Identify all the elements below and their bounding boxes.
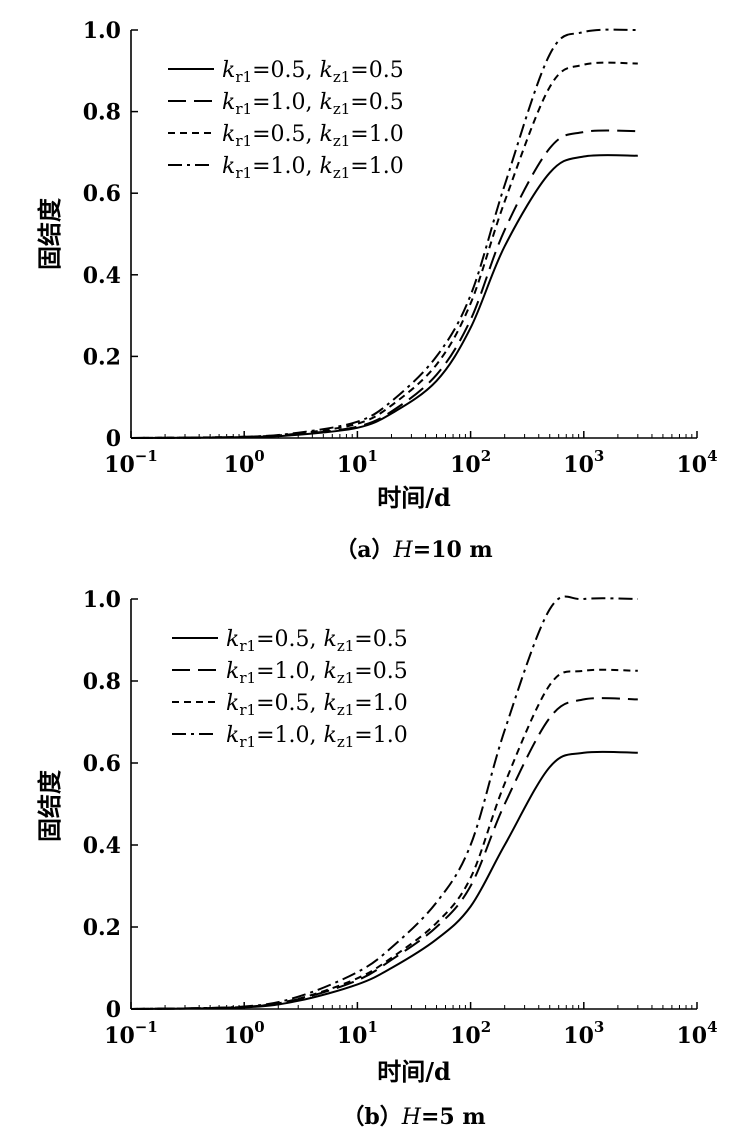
x-tick-label: 104 bbox=[676, 447, 717, 478]
y-tick-label: 0 bbox=[106, 997, 121, 1023]
chart-b-axes bbox=[130, 599, 697, 1010]
y-tick-label: 0.8 bbox=[83, 669, 121, 695]
x-tick-label: 100 bbox=[224, 1018, 265, 1049]
y-tick-label: 0.6 bbox=[83, 181, 121, 207]
x-axis-title: 时间/d bbox=[377, 1057, 451, 1086]
chart-b-svg: 10−1 100 101 102 103 104 0 0.2 0.4 0.6 0.8 1.0 kr1… bbox=[35, 587, 718, 1130]
y-tick-label: 1.0 bbox=[83, 587, 121, 613]
series-line-4 bbox=[130, 595, 638, 1010]
legend-label: kr1=1.0, kz1=0.5 bbox=[222, 90, 404, 118]
caption-prefix: （a） bbox=[335, 537, 393, 563]
y-tick-label: 0.2 bbox=[83, 915, 121, 941]
chart-panel-a: 10−1 100 101 102 103 104 0 0.2 0.4 0.6 0.8 1.0 kr1… bbox=[0, 0, 730, 568]
chart-b-xticks: 10−1 100 101 102 103 104 bbox=[104, 1002, 718, 1049]
legend-label: kr1=1.0, kz1=0.5 bbox=[226, 659, 408, 687]
chart-a-series bbox=[130, 28, 638, 439]
chart-b-yticks: 0 0.2 0.4 0.6 0.8 1.0 bbox=[83, 587, 138, 1023]
x-tick-label: 104 bbox=[676, 1018, 717, 1049]
chart-a-legend: kr1=0.5, kz1=0.5 kr1=1.0, kz1=0.5 kr1=0.5,… bbox=[168, 58, 404, 182]
chart-b-legend: kr1=0.5, kz1=0.5 kr1=1.0, kz1=0.5 kr1=0.5,… bbox=[172, 627, 408, 751]
x-tick-label: 101 bbox=[337, 447, 378, 478]
x-tick-label: 10−1 bbox=[104, 447, 158, 478]
legend-label: kr1=0.5, kz1=0.5 bbox=[226, 627, 408, 655]
y-tick-label: 0.2 bbox=[83, 344, 121, 370]
legend-label: kr1=0.5, kz1=1.0 bbox=[226, 691, 408, 719]
series-line-3 bbox=[130, 668, 638, 1010]
legend-label: kr1=1.0, kz1=1.0 bbox=[226, 723, 408, 751]
x-tick-label: 10−1 bbox=[104, 1018, 158, 1049]
caption-variable: H bbox=[401, 1105, 422, 1130]
x-tick-label: 102 bbox=[450, 1018, 491, 1049]
y-tick-label: 0.4 bbox=[83, 833, 121, 859]
chart-a-svg: 10−1 100 101 102 103 104 0 0.2 0.4 0.6 0.8 1.0 kr1… bbox=[35, 18, 718, 563]
y-tick-label: 0.4 bbox=[83, 263, 121, 289]
y-tick-label: 0.6 bbox=[83, 751, 121, 777]
x-tick-label: 101 bbox=[337, 1018, 378, 1049]
series-line-1 bbox=[130, 153, 638, 439]
series-line-2 bbox=[130, 697, 638, 1010]
y-tick-label: 0 bbox=[106, 426, 121, 452]
series-line-3 bbox=[130, 61, 638, 439]
chart-panel-b: 10−1 100 101 102 103 104 0 0.2 0.4 0.6 0.8 1.0 kr1… bbox=[0, 568, 730, 1136]
chart-a-axes bbox=[130, 30, 697, 439]
y-axis-title: 固结度 bbox=[35, 197, 64, 270]
chart-b-series bbox=[130, 595, 638, 1010]
y-tick-label: 0.8 bbox=[83, 100, 121, 126]
caption-value: =10 m bbox=[413, 537, 493, 563]
y-tick-label: 1.0 bbox=[83, 18, 121, 44]
chart-a-yticks: 0 0.2 0.4 0.6 0.8 1.0 bbox=[83, 18, 138, 452]
y-axis-title: 固结度 bbox=[35, 769, 64, 842]
legend-label: kr1=0.5, kz1=0.5 bbox=[222, 58, 404, 86]
caption-value: =5 m bbox=[421, 1104, 486, 1130]
series-line-1 bbox=[130, 750, 638, 1010]
x-axis-title: 时间/d bbox=[377, 483, 451, 512]
caption-prefix: （b） bbox=[342, 1104, 401, 1130]
x-tick-label: 100 bbox=[224, 447, 265, 478]
panel-caption: （a）H=10 m bbox=[335, 537, 492, 563]
chart-a-xticks: 10−1 100 101 102 103 104 bbox=[104, 431, 718, 478]
x-tick-label: 103 bbox=[563, 1018, 604, 1049]
x-tick-label: 103 bbox=[563, 447, 604, 478]
legend-label: kr1=0.5, kz1=1.0 bbox=[222, 122, 404, 150]
panel-caption: （b）H=5 m bbox=[342, 1104, 485, 1130]
series-line-4 bbox=[130, 28, 638, 439]
caption-variable: H bbox=[393, 538, 414, 563]
x-tick-label: 102 bbox=[450, 447, 491, 478]
legend-label: kr1=1.0, kz1=1.0 bbox=[222, 154, 404, 182]
